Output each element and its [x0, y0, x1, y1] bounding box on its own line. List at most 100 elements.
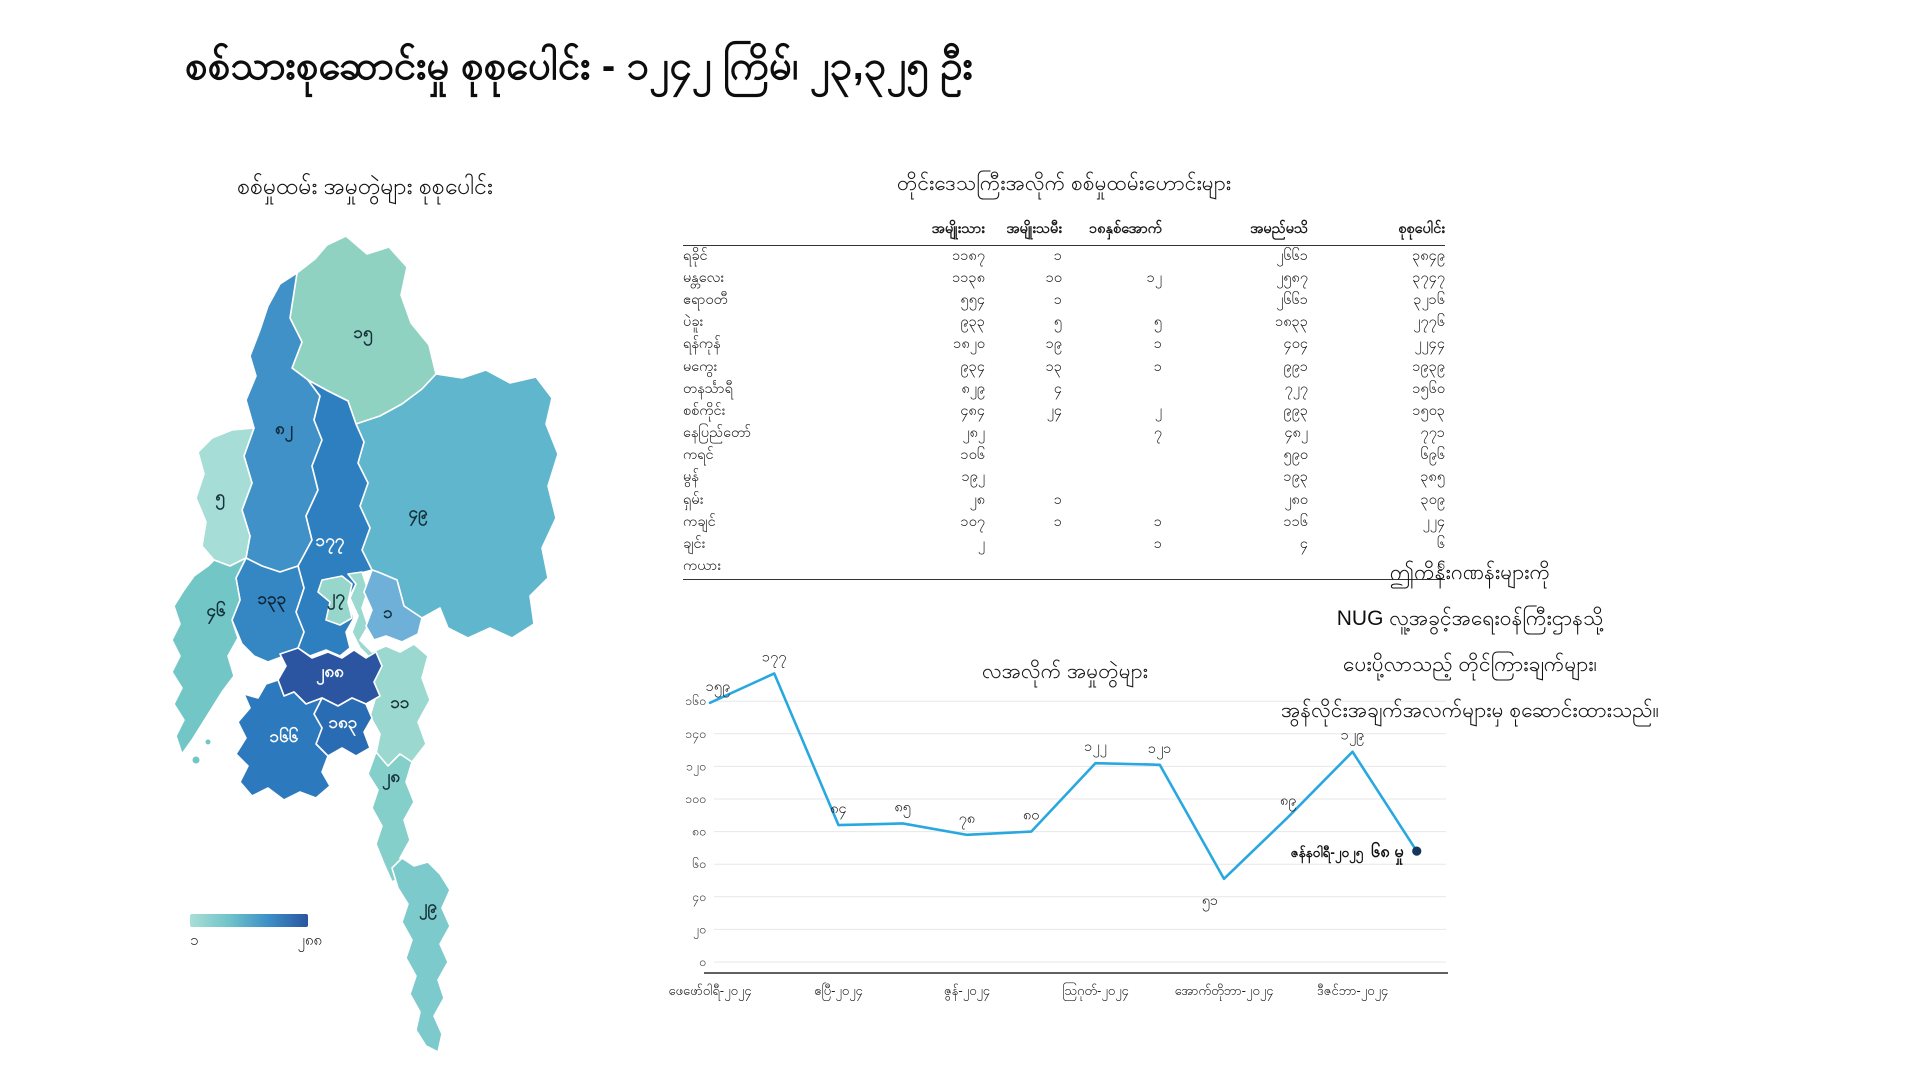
y-axis-tick-label: ၂၀ [693, 922, 706, 939]
region-name-cell: ချင်း [683, 536, 706, 553]
map-region-mandalay[interactable] [295, 379, 373, 657]
value-cell: ၂၇၇၆ [1413, 314, 1445, 331]
value-cell: ၅၉၀ [1283, 447, 1308, 464]
x-axis-tick-label: ဇွန်-၂၀၂၄ [944, 983, 991, 1001]
region-name-cell: ရှမ်း [683, 491, 704, 508]
y-axis-tick-label: ၁၀၀ [685, 792, 706, 806]
value-cell: ၃၇၄၇ [1412, 269, 1445, 286]
map-region-value-label: ၁၆၆ [270, 725, 299, 746]
legend-gradient-bar [190, 914, 308, 927]
region-name-cell: မွန် [683, 469, 699, 486]
table-row: ရန်ကုန် ၁၈၂၀ ၁၉ ၁ ၄၀၄ ၂၂၄၄ [683, 335, 1445, 357]
value-cell: ၃၈၅ [1420, 469, 1445, 486]
value-cell [985, 468, 1062, 490]
value-cell: ၇၂၇ [1284, 380, 1308, 397]
table-title: တိုင်းဒေသကြီးအလိုက် စစ်မှုထမ်းဟောင်းများ [896, 172, 1232, 195]
value-cell [985, 557, 1062, 580]
value-cell: ၁၂ [1146, 269, 1162, 286]
monthly-line-chart: လအလိုက် အမှုတွဲများ၀ ၂၀ ၄၀ ၆၀ ၈၀ ၁၀၀ ၁၂၀ ၁၄၀ ၁၆၀… [668, 649, 1450, 1023]
table-row: ကယား ၀ [683, 557, 1445, 580]
map-region-chin[interactable] [195, 427, 255, 567]
value-cell: ၉၉၁ [1283, 358, 1308, 375]
map-region-kayin[interactable] [347, 571, 431, 767]
value-cell: ၂၂၄ [1422, 513, 1445, 530]
value-cell [1062, 290, 1162, 312]
table-row: ကရင် ၁၀၆ ၅၉၀ ၆၉၆ [683, 446, 1445, 468]
value-cell: ၁၈၃၃ [1275, 314, 1308, 331]
last-point-dot[interactable] [1412, 846, 1422, 856]
y-axis-tick-label: ၈၀ [692, 825, 706, 839]
value-cell: ၇၇၁ [1420, 425, 1445, 442]
map-region-magway[interactable] [231, 557, 305, 663]
table-row: ကချင် ၁၀၇ ၁ ၁ ၁၁၆ ၂၂၄ [683, 512, 1445, 534]
y-axis-tick-label: ၁၄၀ [685, 727, 706, 744]
region-name-cell: ကချင် [683, 513, 716, 530]
line-chart-svg: လအလိုက် အမှုတွဲများ၀ ၂၀ ၄၀ ၆၀ ၈၀ ၁၀၀ ၁၂၀ ၁၄၀ ၁၆၀… [668, 649, 1448, 1001]
myanmar-choropleth-map: ၁၅ ၈၂၅၄၉ ၁၇၇ ၁၃၃ ၄၆ ၁၁၁၂၇ ၂၈၈ ၁၈၃ ၁၆၆ ၂၈ ၂၉ [150, 228, 580, 1068]
y-axis-tick-label: ၁၆၀ [685, 693, 706, 708]
table-column-header: အမျိုးသား [820, 214, 985, 246]
value-cell: ၁ [1053, 247, 1062, 264]
data-point-label: ၁၅၉ [706, 679, 730, 698]
x-axis-tick-label: အောက်တိုဘာ-၂၀၂၄ [1175, 983, 1274, 1001]
island-shape [205, 739, 211, 745]
chart-line[interactable] [708, 672, 1419, 881]
value-cell: ၂၂၄၄ [1414, 336, 1445, 353]
table-row: တနင်္သာရီ ၈၂၉ ၄ ၇၂၇ ၁၅၆၀ [683, 379, 1445, 401]
map-region-tanintharyi[interactable] [391, 857, 451, 1053]
value-cell: ၀ [1436, 558, 1445, 575]
value-cell: ၅ [1153, 314, 1162, 331]
value-cell: ၂၈ [969, 491, 985, 508]
value-cell: ၆ [1436, 536, 1445, 553]
y-axis-tick-label: ၀ [699, 955, 706, 969]
region-name-cell: ရန်ကုန် [683, 336, 721, 353]
region-name-cell: စစ်ကိုင်း [683, 402, 726, 419]
value-cell: ၂ [977, 536, 985, 553]
value-cell: ၆၉၆ [1420, 447, 1445, 464]
map-region-kayah[interactable] [363, 569, 423, 643]
table-row: မကွေး ၉၃၄ ၁၃ ၁ ၉၉၁ ၁၉၃၉ [683, 357, 1445, 379]
table-column-header: စုစုပေါင်း [1308, 214, 1445, 246]
value-cell: ၂၈၀ [1284, 491, 1308, 508]
data-point-label: ၈၅ [895, 799, 911, 818]
value-cell: ၇ [1153, 425, 1162, 442]
legend-min-label: ၁ [190, 932, 199, 949]
source-note-line: ဤကိန်းဂဏန်းများကို [1389, 561, 1551, 584]
region-name-cell: တနင်္သာရီ [683, 380, 733, 397]
map-region-value-label: ၂၉ [419, 897, 437, 921]
value-cell: ၁၃ [1045, 358, 1062, 375]
value-cell: ၂၅၈၇ [1276, 269, 1308, 286]
region-name-cell: ရခိုင် [683, 247, 708, 264]
data-point-label: ၁၂၉ [1341, 728, 1364, 747]
map-region-value-label: ၁ [383, 603, 393, 622]
region-name-cell: ကရင် [683, 447, 714, 464]
map-region-ayeyarwady[interactable] [235, 679, 331, 801]
source-note-line: NUG လူ့အခွင့်အရေးဝန်ကြီးဌာနသို့ [1336, 607, 1604, 630]
table-row: ဧရာဝတီ ၅၅၄ ၁ ၂၆၆၁ ၃၂၁၆ [683, 290, 1445, 312]
value-cell: ၉၃၄ [960, 358, 985, 375]
data-point-label: ၅၁ [1202, 893, 1218, 912]
value-cell [1062, 246, 1162, 269]
value-cell: ၁၈၂၀ [953, 336, 985, 353]
region-name-cell: ကယား [683, 558, 721, 575]
value-cell: ၃၈၄၉ [1412, 247, 1445, 264]
map-region-rakhine[interactable] [171, 557, 247, 755]
value-cell [1062, 490, 1162, 512]
page-title: စစ်သားစုဆောင်းမှု စုစုပေါင်း - ၁၂၄၂ ကြိမ… [185, 44, 974, 88]
value-cell [1062, 446, 1162, 468]
value-cell [985, 446, 1062, 468]
value-cell: ၂၄ [1046, 402, 1062, 419]
value-cell: ၁၁၈၇ [952, 247, 985, 264]
map-region-value-label: ၂၇ [327, 587, 345, 611]
value-cell [985, 424, 1062, 446]
legend-max-label: ၂၈၈ [297, 932, 322, 949]
value-cell [820, 557, 985, 580]
table-column-header: အမည်မသိ [1162, 214, 1308, 246]
data-point-label: ၁၂၁ [1148, 741, 1171, 760]
table-column-header: ၁၈နှစ်အောက် [1062, 214, 1162, 246]
last-point-annotation: ဇန်နဝါရီ-၂၀၂၅ ၆၈ မှု [1291, 840, 1405, 866]
map-region-naypyidaw[interactable] [317, 575, 353, 626]
value-cell: ၂၆၆၁ [1276, 291, 1308, 308]
source-note: ဤကိန်းဂဏန်းများကို NUG လူ့အခွင့်အရေးဝန်ကြ… [1205, 550, 1735, 734]
